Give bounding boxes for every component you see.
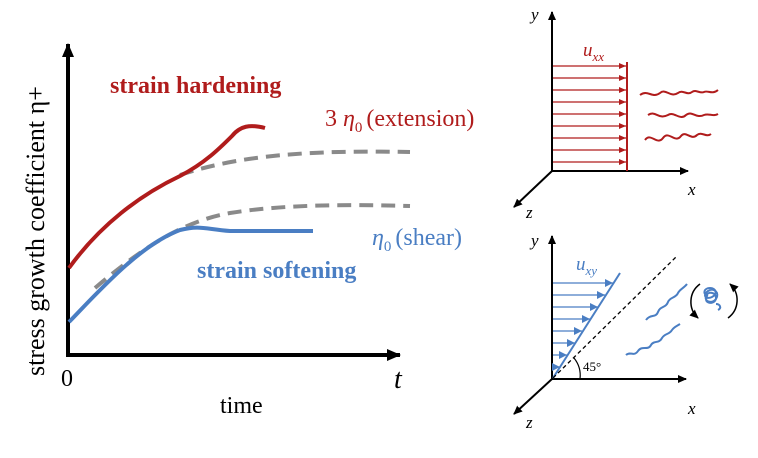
strain-hardening-curve — [67, 124, 266, 270]
top-x-label: x — [687, 180, 696, 199]
bottom-z-axis — [513, 378, 553, 415]
shear-viscosity-label: η0 (shear) — [372, 225, 462, 255]
top-z-axis — [513, 170, 553, 208]
extension-viscosity-label: 3 η0 (extension) — [325, 106, 474, 136]
tumbling-coil — [689, 283, 739, 319]
strain-hardening-label: strain hardening — [110, 73, 281, 99]
main-plot: stress growth coefficient η+ time 0 t st… — [21, 43, 474, 419]
angle-arc — [573, 357, 581, 380]
strain-softening-label: strain softening — [197, 258, 356, 284]
x-axis-label: time — [220, 393, 263, 419]
angle-label: 45° — [583, 359, 601, 374]
oriented-polymer-chains — [625, 283, 688, 356]
top-z-label: z — [525, 203, 533, 222]
rotation-arrow-right — [727, 283, 739, 319]
coil-chain — [703, 286, 722, 311]
uxx-label: uxx — [583, 40, 604, 64]
bottom-z-label: z — [525, 413, 533, 432]
origin-label: 0 — [61, 366, 73, 392]
bottom-y-label: y — [529, 231, 539, 250]
uxy-velocity-arrows — [552, 279, 613, 371]
t-label: t — [394, 364, 403, 395]
uxy-profile-front — [552, 272, 621, 379]
strain-softening-curve — [67, 225, 313, 324]
rotation-arrow-left — [689, 283, 701, 319]
uxy-label: uxy — [576, 254, 597, 278]
stretched-polymer-chains — [639, 89, 719, 142]
y-axis-label: stress growth coefficient η+ — [21, 86, 50, 376]
extension-flow-diagram: y x z uxx — [513, 5, 719, 222]
uxx-velocity-arrows — [553, 63, 626, 165]
top-y-label: y — [529, 5, 539, 24]
forty-five-degree-line — [552, 256, 677, 379]
extension-envelope-dashed — [179, 149, 411, 177]
bottom-x-label: x — [687, 399, 696, 418]
shear-flow-diagram: y x z uxy 45° — [513, 231, 739, 432]
